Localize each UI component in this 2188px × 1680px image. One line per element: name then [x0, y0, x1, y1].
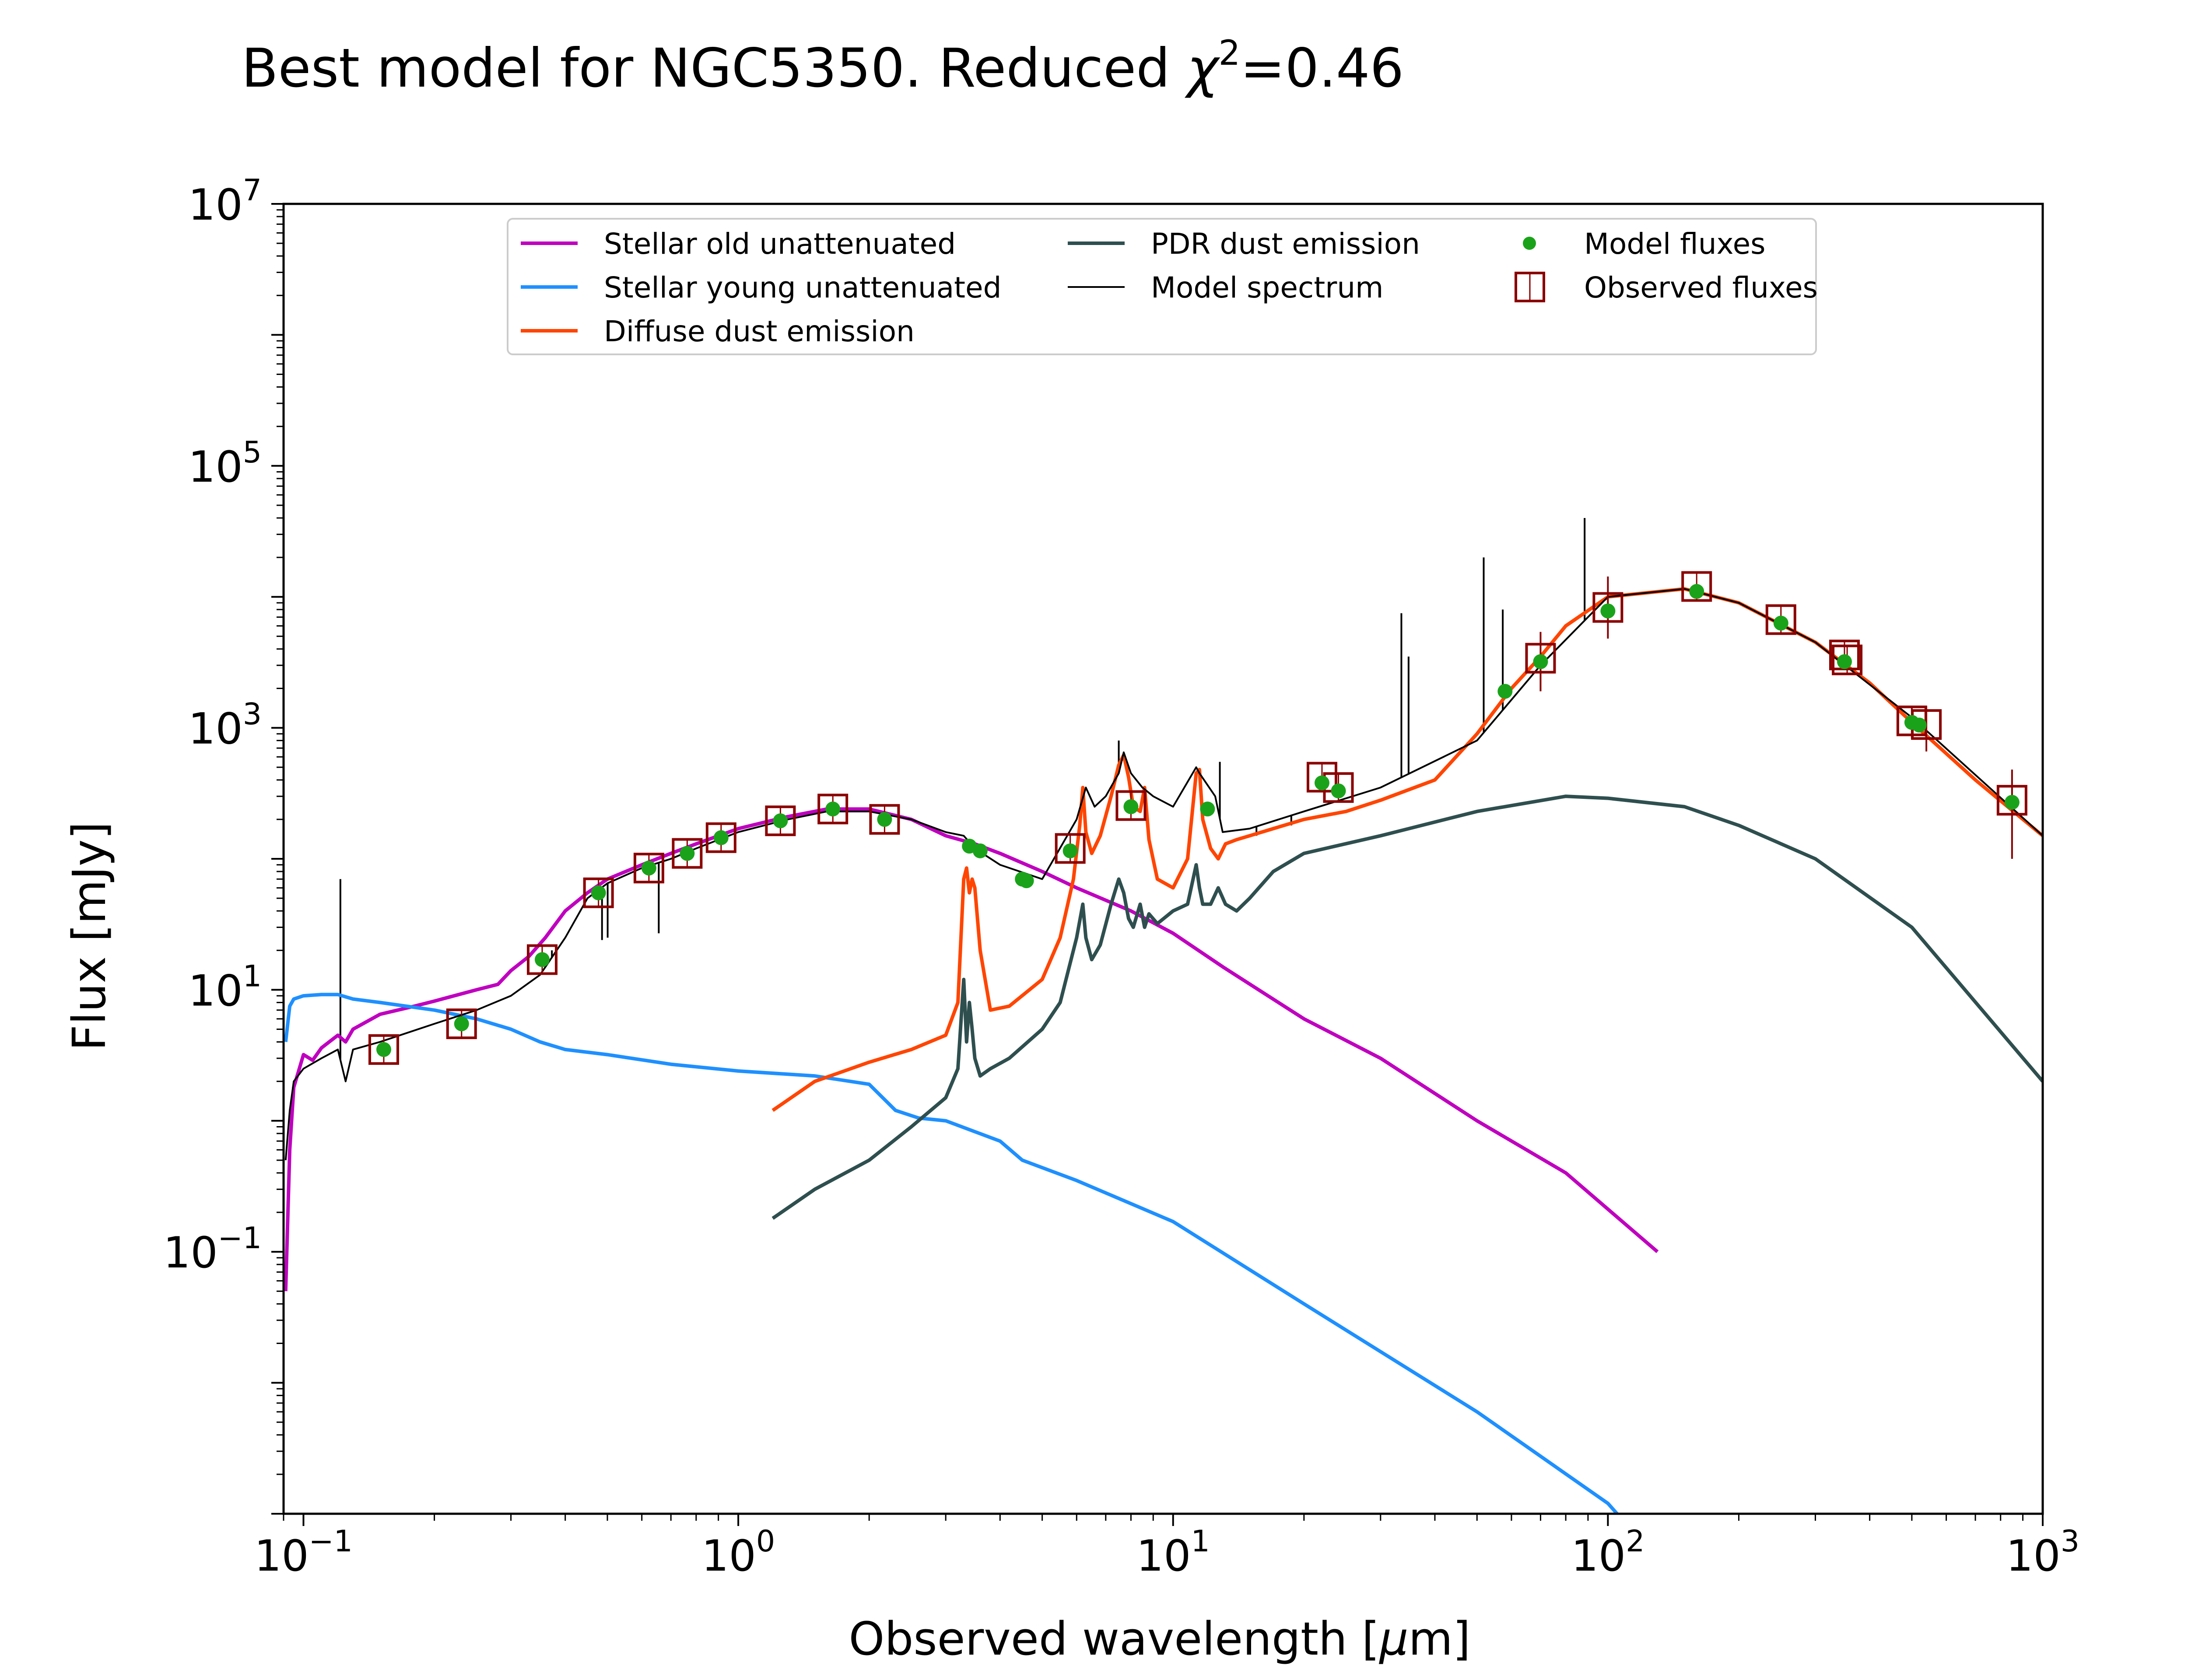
model-flux-point	[1837, 654, 1852, 669]
model-flux-point	[1600, 603, 1616, 619]
x-tick-label: 100	[701, 1524, 775, 1581]
model-flux-point	[1689, 584, 1704, 599]
model-flux-point	[454, 1016, 469, 1032]
model-flux-point	[1123, 799, 1139, 814]
legend-label: PDR dust emission	[1151, 227, 1420, 261]
legend-label: Stellar old unattenuated	[604, 227, 956, 261]
y-tick-label: 107	[188, 173, 262, 230]
legend-entry-pdr-dust-emission: PDR dust emission	[1068, 227, 1420, 261]
legend-entry-observed-fluxes: Observed fluxes	[1515, 271, 1818, 304]
axes-layer: 10−1 100 101 102 103 10−1 101 103 105 107	[163, 173, 2079, 1581]
model-flux-point	[1533, 654, 1548, 669]
legend-label: Observed fluxes	[1584, 271, 1818, 304]
model-flux-point	[1314, 775, 1329, 791]
model-flux-point	[1331, 783, 1346, 798]
model-flux-point	[1062, 843, 1078, 858]
x-tick-label: 102	[1571, 1524, 1645, 1581]
legend-entry-diffuse-dust-emission: Diffuse dust emission	[521, 315, 915, 348]
model-flux-point	[713, 830, 729, 845]
x-axis-label: Observed wavelength [μm]	[849, 1612, 1471, 1666]
legend: Stellar old unattenuated Stellar young un…	[507, 218, 1818, 355]
model-flux-point	[1773, 616, 1788, 631]
legend-entry-model-fluxes: Model fluxes	[1523, 227, 1766, 261]
series-layer	[284, 518, 2043, 1514]
model-flux-point	[1911, 718, 1927, 733]
model-flux-point	[825, 802, 841, 817]
chart-title: Best model for NGC5350. Reduced χ2=0.46	[242, 34, 1404, 99]
series-line-pdr-dust-emission	[771, 794, 2043, 1220]
series-line-stellar-young-unattenuated	[284, 993, 1619, 1514]
legend-entry-stellar-old-unattenuated: Stellar old unattenuated	[521, 227, 956, 261]
series-line-stellar-old-unattenuated	[284, 807, 1659, 1292]
x-tick-label: 10−1	[254, 1524, 353, 1581]
model-flux-point	[591, 885, 606, 900]
model-flux-point	[641, 861, 656, 876]
model-flux-point	[773, 813, 788, 829]
legend-entry-model-spectrum: Model spectrum	[1068, 271, 1383, 304]
model-flux-point	[2004, 794, 2020, 810]
model-flux-point	[972, 843, 988, 858]
x-tick-label: 103	[2006, 1524, 2079, 1581]
model-flux-point	[376, 1042, 391, 1057]
legend-swatch	[1523, 237, 1536, 250]
legend-label: Model fluxes	[1584, 227, 1766, 261]
y-tick-label: 103	[188, 697, 262, 754]
legend-entry-stellar-young-unattenuated: Stellar young unattenuated	[521, 271, 1002, 304]
model-flux-point	[534, 952, 550, 967]
model-flux-point	[680, 846, 695, 861]
x-tick-label: 101	[1136, 1524, 1210, 1581]
model-flux-point	[877, 812, 892, 827]
y-tick-label: 101	[188, 959, 262, 1016]
plot-frame	[282, 203, 2044, 1515]
legend-label: Stellar young unattenuated	[604, 271, 1002, 304]
model-flux-point	[1200, 802, 1215, 817]
model-flux-point	[1019, 873, 1034, 889]
series-line-model-spectrum	[284, 588, 2043, 1161]
y-tick-label: 10−1	[163, 1221, 262, 1278]
y-axis-label: Flux [mJy]	[63, 822, 116, 1051]
legend-label: Diffuse dust emission	[604, 315, 915, 348]
y-tick-label: 105	[188, 435, 262, 492]
legend-box	[507, 218, 1817, 355]
model-flux-point	[1497, 684, 1513, 699]
legend-label: Model spectrum	[1151, 271, 1383, 304]
